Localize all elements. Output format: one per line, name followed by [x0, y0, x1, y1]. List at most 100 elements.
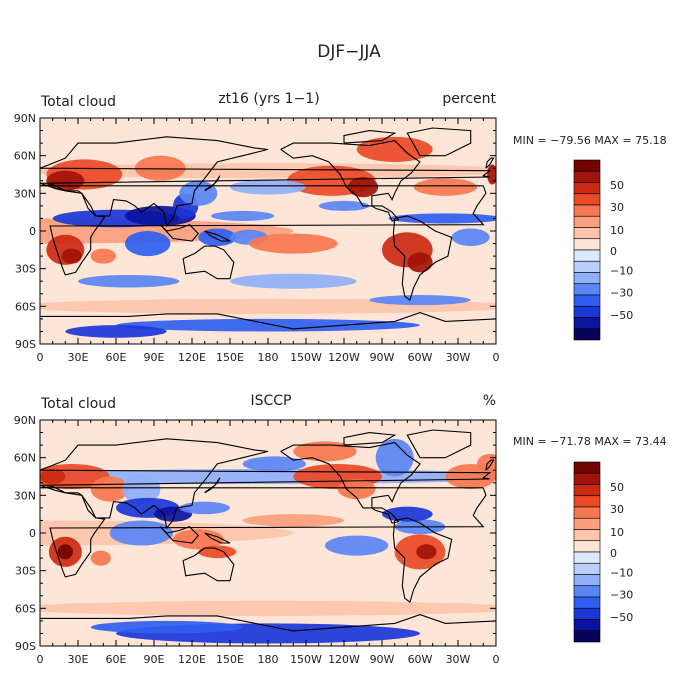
coastline — [159, 224, 200, 242]
coastline — [40, 183, 487, 276]
contour-region — [78, 274, 180, 288]
x-tick-label: 90E — [144, 351, 165, 364]
colorbar-swatch — [573, 484, 601, 497]
contour-region — [347, 177, 379, 198]
colorbar-tick-label: −50 — [610, 309, 633, 322]
panel-label-right: percent — [442, 91, 496, 107]
y-tick-label: 0 — [29, 225, 36, 238]
contour-region — [40, 600, 496, 616]
y-tick-label: 90N — [14, 112, 36, 125]
contour-region — [57, 544, 73, 560]
y-tick-label: 90N — [14, 414, 36, 427]
colorbar-tick-label: 30 — [610, 503, 624, 516]
coastline — [182, 547, 235, 582]
x-tick-label: 180 — [258, 653, 279, 666]
y-tick-label: 0 — [29, 527, 36, 540]
coastline — [159, 526, 200, 544]
colorbar-swatch — [573, 607, 601, 620]
colorbar-tick-label: 0 — [610, 245, 617, 258]
colorbar-swatch — [573, 472, 601, 485]
contour-region — [40, 468, 66, 485]
colorbar-tick-label: −10 — [610, 265, 633, 278]
x-tick-label: 90W — [370, 351, 395, 364]
colorbar-swatch — [573, 461, 601, 474]
contour-region — [407, 252, 433, 273]
coastline — [204, 532, 231, 544]
contour-region — [416, 544, 437, 560]
colorbar-swatch — [573, 517, 601, 530]
colorbar-tick-label: −30 — [610, 588, 633, 601]
x-tick-label: 60E — [106, 653, 127, 666]
colorbar-swatch — [573, 551, 601, 564]
x-axis: 0 30E 60E 90E 120E 150E 180 150W 120W 90W 60W 30W 0 — [37, 420, 500, 666]
colorbar-swatch — [573, 495, 601, 508]
y-axis: 90N 60N 30N 0 30S 60S 90S — [14, 112, 496, 351]
colorbar-swatch — [573, 215, 601, 228]
colorbar-swatch — [573, 283, 601, 296]
colorbar-swatch — [573, 182, 601, 195]
y-tick-label: 30N — [14, 187, 36, 200]
contour-region — [477, 453, 496, 474]
x-tick-label: 0 — [37, 653, 44, 666]
contour-blobs — [40, 438, 496, 644]
coastline — [485, 459, 495, 471]
contour-region — [369, 295, 471, 306]
colorbar-swatch — [573, 585, 601, 598]
y-tick-label: 60S — [15, 300, 36, 313]
contour-region — [230, 179, 306, 195]
contour-region — [293, 441, 357, 462]
colorbar-swatch — [573, 204, 601, 217]
contour-region — [356, 136, 433, 162]
colorbar-swatch — [573, 249, 601, 262]
contour-region — [90, 248, 117, 264]
x-tick-label: 60W — [408, 351, 433, 364]
contour-region — [388, 213, 496, 224]
contour-region — [179, 180, 218, 206]
coastline — [485, 157, 495, 169]
colorbar-tick-label: 50 — [610, 481, 624, 494]
panel-label-center: ISCCP — [250, 393, 291, 409]
x-tick-label: 150E — [216, 653, 244, 666]
contour-region — [413, 178, 478, 196]
coastline — [204, 477, 221, 494]
coastline — [40, 438, 492, 530]
colorbar-swatch — [573, 619, 601, 632]
coastline — [280, 442, 421, 524]
coastline — [343, 130, 397, 144]
colorbar-swatch — [573, 506, 601, 519]
colorbar: 50 30 10 0 −10 −30 −50 — [573, 461, 633, 643]
contour-region — [451, 228, 490, 247]
coastline — [406, 429, 472, 459]
x-tick-label: 120E — [178, 653, 206, 666]
stats-text: MIN = −79.56 MAX = 75.18 — [513, 134, 667, 147]
colorbar-tick-label: 10 — [610, 526, 624, 539]
panel-label-right: % — [483, 393, 496, 409]
y-tick-label: 30S — [15, 565, 36, 578]
stats-text: MIN = −71.78 MAX = 73.44 — [513, 435, 667, 448]
contour-region — [325, 535, 389, 556]
map-field — [40, 420, 496, 646]
coastlines — [40, 429, 496, 632]
coastline — [406, 127, 472, 157]
x-axis: 0 30E 60E 90E 120E 150E 180 150W 120W 90W 60W 30W 0 — [37, 118, 500, 364]
contour-region — [124, 231, 171, 257]
x-tick-label: 90E — [144, 653, 165, 666]
colorbar-swatch — [573, 170, 601, 183]
colorbar-tick-label: −50 — [610, 611, 633, 624]
coastline — [182, 245, 235, 280]
contour-region — [242, 514, 344, 527]
x-tick-label: 30W — [446, 351, 471, 364]
y-tick-label: 60N — [14, 150, 36, 163]
coastlines — [40, 127, 496, 330]
contour-region — [230, 273, 357, 289]
coastline — [40, 312, 496, 330]
x-tick-label: 150W — [290, 351, 322, 364]
contour-region — [90, 550, 111, 566]
x-tick-label: 120E — [178, 351, 206, 364]
x-tick-label: 60W — [408, 653, 433, 666]
x-tick-label: 120W — [328, 351, 360, 364]
x-tick-label: 90W — [370, 653, 395, 666]
contour-region — [109, 520, 173, 546]
colorbar-tick-label: −30 — [610, 286, 633, 299]
